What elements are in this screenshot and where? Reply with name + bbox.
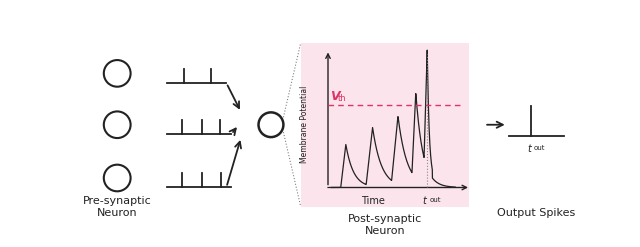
Text: Post-synaptic
Neuron: Post-synaptic Neuron [348, 214, 422, 236]
Text: Time: Time [360, 196, 385, 206]
Text: Output Spikes: Output Spikes [497, 208, 575, 218]
Text: t: t [423, 196, 427, 206]
Text: Pre-synaptic
Neuron: Pre-synaptic Neuron [83, 196, 152, 218]
Text: Membrane Potential: Membrane Potential [300, 86, 309, 164]
Text: th: th [338, 94, 346, 103]
Text: V: V [330, 90, 340, 103]
Text: t: t [527, 144, 531, 154]
Text: out: out [429, 197, 441, 203]
Bar [301, 43, 469, 206]
Text: out: out [533, 145, 545, 151]
